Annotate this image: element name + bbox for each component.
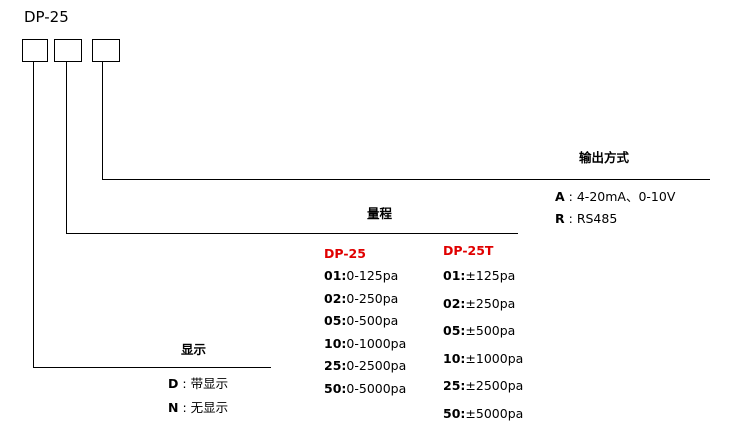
range-code: 10:: [443, 350, 466, 366]
range-code: 10:: [324, 335, 347, 351]
range-code: 25:: [324, 358, 347, 374]
range-option: 05:0-500pa: [324, 313, 398, 329]
range-code: 02:: [443, 295, 466, 311]
display-code-box: [22, 39, 48, 62]
range-code-box: [54, 39, 82, 62]
range-code: 25:: [443, 378, 466, 394]
range-option: 50:±5000pa: [443, 406, 523, 422]
range-code: 05:: [324, 313, 347, 329]
range-value: 0-2500pa: [346, 358, 407, 374]
range-value: ±125pa: [465, 268, 516, 283]
range-option: 02:0-250pa: [324, 291, 398, 307]
range-code: 02:: [324, 290, 347, 306]
range-value: ±250pa: [465, 295, 516, 311]
range-option: 25:±2500pa: [443, 378, 523, 394]
range-code: 01:: [443, 268, 466, 283]
model-title: DP-25: [24, 8, 69, 26]
range-option: 05:±500pa: [443, 323, 515, 339]
output-title: 输出方式: [579, 150, 630, 165]
display-option: D : 带显示: [168, 376, 229, 391]
display-option: N : 无显示: [168, 400, 229, 415]
range-code: 05:: [443, 323, 466, 339]
range-value: ±5000pa: [465, 406, 524, 421]
range-option: 25:0-2500pa: [324, 358, 406, 374]
range-code: 50:: [324, 381, 347, 396]
range-value: 0-125pa: [346, 268, 399, 283]
range-code: 01:: [324, 268, 347, 283]
range-option: 10:±1000pa: [443, 351, 523, 367]
range-option: 50:0-5000pa: [324, 381, 406, 397]
range-value: 0-5000pa: [346, 381, 407, 396]
range-value: ±1000pa: [465, 350, 524, 366]
range-code: 50:: [443, 406, 466, 421]
range-option: 02:±250pa: [443, 296, 515, 312]
range-value: ±500pa: [465, 323, 516, 339]
range-option: 01:±125pa: [443, 268, 515, 284]
range-column-title: DP-25T: [443, 243, 494, 258]
range-title: 量程: [367, 206, 393, 221]
range-column-title: DP-25: [324, 246, 366, 261]
range-option: 10:0-1000pa: [324, 336, 406, 352]
range-connector: [66, 62, 68, 234]
output-option: A : 4-20mA、0-10V: [555, 189, 676, 204]
range-line: [66, 233, 518, 235]
output-line: [102, 179, 710, 181]
display-line: [33, 367, 271, 369]
output-code-box: [92, 39, 120, 62]
range-value: 0-1000pa: [346, 335, 407, 351]
range-value: ±2500pa: [465, 378, 524, 394]
display-title: 显示: [181, 342, 207, 357]
range-option: 01:0-125pa: [324, 268, 398, 284]
range-value: 0-250pa: [346, 290, 399, 306]
output-option: R : RS485: [555, 211, 618, 226]
range-value: 0-500pa: [346, 313, 399, 329]
display-connector: [33, 62, 35, 368]
output-connector: [102, 62, 104, 180]
